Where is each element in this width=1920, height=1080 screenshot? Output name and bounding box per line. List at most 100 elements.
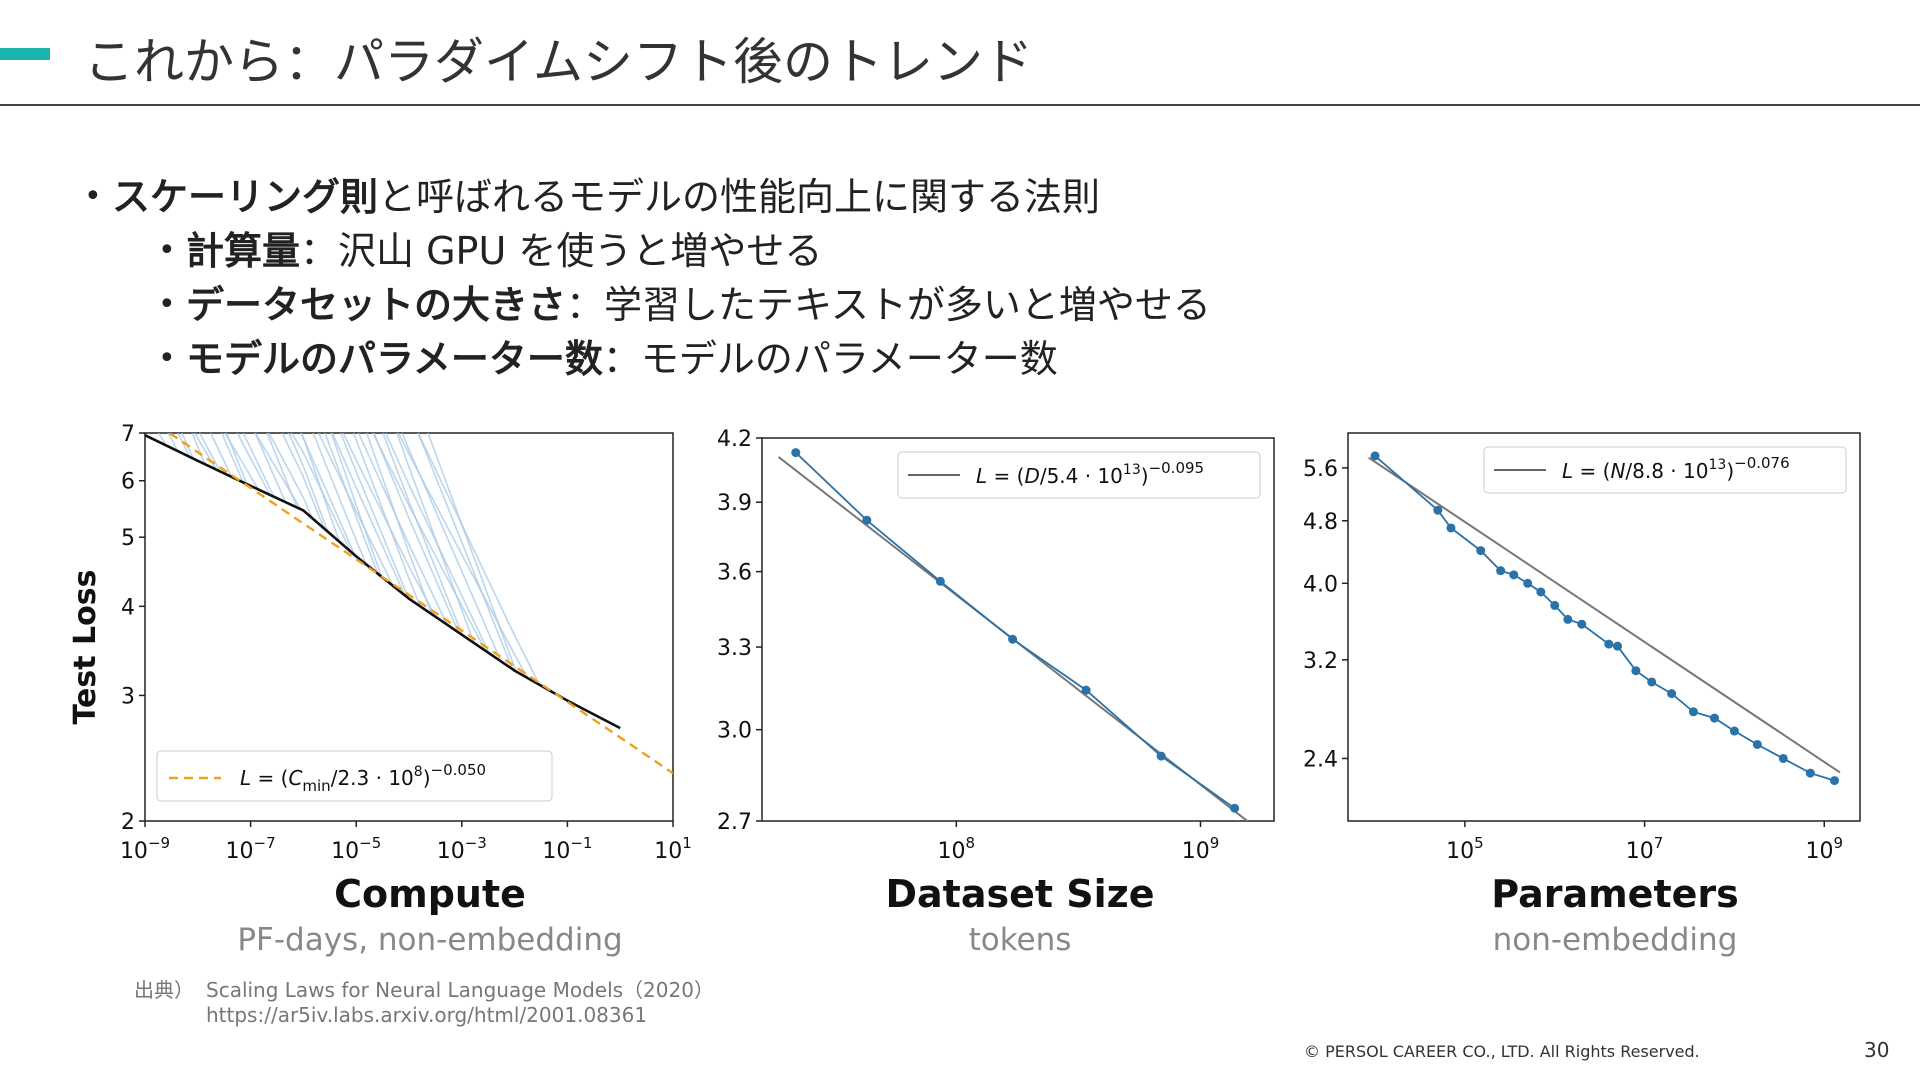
- legend-text: L = (Cmin/2.3 · 108)−0.050: [240, 761, 486, 795]
- bullet-main-text: と呼ばれるモデルの性能向上に関する法則: [378, 175, 1101, 219]
- legend-box: [897, 451, 1261, 499]
- plot-frame: [1347, 432, 1861, 822]
- compute-fit-line: [167, 433, 673, 775]
- legend-parameters: L = (N/8.8 · 1013)−0.076: [1483, 446, 1847, 494]
- y-tick-label: 3.0: [717, 719, 752, 744]
- y-tick-label: 3: [121, 684, 135, 709]
- source-citation: 出典） Scaling Laws for Neural Language Mode…: [134, 978, 714, 1028]
- data-point: [1370, 451, 1380, 461]
- learning-curve: [290, 433, 360, 560]
- y-tick-label: 4.2: [717, 427, 752, 452]
- learning-curve: [365, 433, 459, 633]
- learning-curve: [193, 433, 241, 482]
- x-tick-label: 107: [1626, 834, 1664, 860]
- x-tick-label: 10−7: [226, 834, 276, 860]
- data-point: [1509, 570, 1519, 580]
- y-tick-label: 5: [121, 526, 135, 551]
- legend-text: L = (D/5.4 · 1013)−0.095: [976, 459, 1204, 488]
- data-point: [1523, 578, 1533, 588]
- data-point: [1778, 753, 1788, 763]
- y-tick-label: 3.3: [717, 636, 752, 661]
- learning-curve: [198, 433, 260, 491]
- bullet-dot: •: [158, 233, 176, 268]
- x-tick-label: 10−9: [120, 834, 170, 860]
- learning-curve: [268, 433, 321, 526]
- learning-curve: [224, 433, 299, 509]
- learning-curve: [254, 433, 310, 517]
- y-tick-label: 2.4: [1303, 747, 1338, 772]
- y-tick-label: 5.6: [1303, 457, 1338, 482]
- learning-curve: [382, 433, 490, 654]
- data-point: [1647, 677, 1657, 687]
- data-point: [1563, 614, 1573, 624]
- source-url: https://ar5iv.labs.arxiv.org/html/2001.0…: [206, 1003, 648, 1027]
- y-tick-label: 4.8: [1303, 510, 1338, 535]
- data-point: [791, 448, 801, 458]
- bullet-sub-bold: 計算量: [186, 229, 301, 273]
- data-point: [1550, 600, 1560, 610]
- bullet-main-bold: スケーリング則: [112, 175, 379, 219]
- data-point: [1613, 641, 1623, 651]
- copyright-footer: © PERSOL CAREER CO., LTD. All Rights Res…: [1304, 1042, 1700, 1061]
- y-tick-label: 3.9: [717, 491, 752, 516]
- data-point: [1496, 566, 1506, 576]
- bullet-sub-text: ：学習したテキストが多いと増やせる: [566, 283, 1211, 327]
- data-point: [1752, 739, 1762, 749]
- data-point: [1536, 587, 1546, 597]
- slide-title: これから：パラダイムシフト後のトレンド: [84, 33, 1033, 91]
- y-tick-label: 3.6: [717, 561, 752, 586]
- data-point: [935, 576, 945, 586]
- chart-title-parameters: Parameters: [1491, 872, 1739, 916]
- bullet-sub-dataset: • データセットの大きさ ：学習したテキストが多いと増やせる: [80, 278, 1211, 332]
- learning-curve: [401, 433, 528, 679]
- learning-curve: [177, 433, 230, 477]
- chart-subtitle-dataset: tokens: [968, 922, 1072, 958]
- title-divider: [0, 104, 1920, 106]
- learning-curve: [352, 433, 432, 615]
- legend-box: [156, 750, 553, 802]
- bullet-sub-bold: モデルのパラメーター数: [186, 337, 603, 381]
- scaling-law-charts: 7 6 5 4 3 210−9 10−7 10−5 10−3 10−1 101 Test Loss L …: [68, 422, 1861, 860]
- data-point: [1729, 726, 1739, 736]
- bullet-sub-text: ：沢山 GPU を使うと増やせる: [300, 229, 823, 273]
- data-point: [1008, 634, 1018, 644]
- y-tick-label: 2: [121, 810, 135, 835]
- x-tick-label: 105: [1446, 834, 1484, 860]
- learning-curve: [266, 433, 338, 541]
- x-tick-label: 10−3: [437, 834, 487, 860]
- x-tick-label: 10−1: [542, 834, 592, 860]
- data-point: [862, 515, 872, 525]
- chart-title-compute: Compute: [334, 872, 526, 916]
- learning-curve: [242, 433, 283, 502]
- data-point: [1829, 776, 1839, 786]
- bullet-dot: •: [84, 179, 102, 214]
- y-tick-label: 4: [121, 595, 135, 620]
- learning-curve: [372, 433, 470, 641]
- x-tick-label: 109: [1805, 834, 1843, 860]
- bullet-dot: •: [158, 341, 176, 376]
- chart-title-dataset: Dataset Size: [885, 872, 1155, 916]
- x-tick-label: 108: [938, 834, 976, 860]
- data-point: [1631, 666, 1641, 676]
- fit-line: [1368, 456, 1841, 774]
- x-tick-label: 109: [1182, 834, 1220, 860]
- bullet-main: • スケーリング則 と呼ばれるモデルの性能向上に関する法則: [80, 170, 1211, 224]
- data-point: [1156, 751, 1166, 761]
- data-point: [1433, 505, 1443, 515]
- chart-subtitle-parameters: non-embedding: [1492, 922, 1738, 958]
- plot-area: [1368, 451, 1841, 786]
- source-title: Scaling Laws for Neural Language Models（…: [206, 978, 714, 1002]
- data-point: [1446, 523, 1456, 533]
- bullet-sub-compute: • 計算量 ：沢山 GPU を使うと増やせる: [80, 224, 1211, 278]
- bullet-dot: •: [158, 287, 176, 322]
- chart-parameters: 5.6 4.8 4.0 3.2 2.4 105 107 109 L = (N/8.8 · 101…: [1303, 432, 1861, 860]
- y-tick-label: 6: [121, 470, 135, 495]
- learning-curve: [330, 433, 393, 586]
- title-accent-bar: [0, 48, 50, 60]
- y-tick-label: 2.7: [717, 810, 752, 835]
- bullet-sub-text: ：モデルのパラメーター数: [602, 337, 1058, 381]
- plot-area: [777, 448, 1249, 821]
- chart-dataset-size: 4.2 3.9 3.6 3.3 3.0 2.7 108 109 L = (D/5.4 · 101…: [717, 427, 1275, 860]
- data-point: [1805, 768, 1815, 778]
- y-axis-label: Test Loss: [68, 570, 103, 725]
